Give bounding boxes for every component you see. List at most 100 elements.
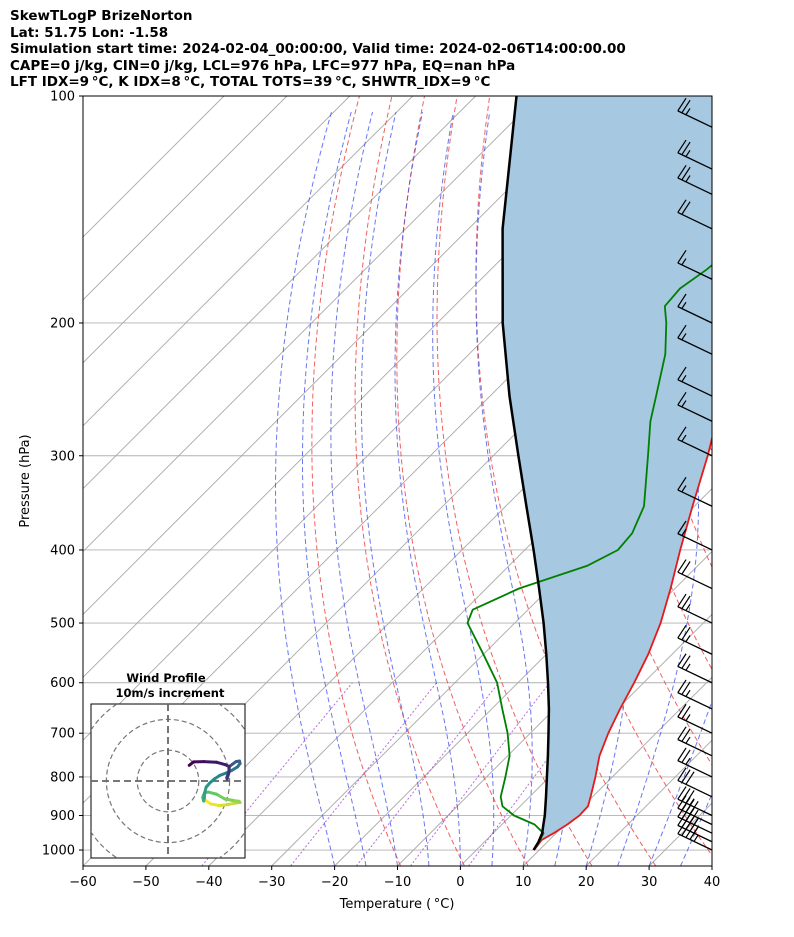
wind-barb-feather: [681, 201, 691, 215]
wind-barb-staff: [677, 177, 713, 195]
wind-barb-staff: [677, 738, 713, 757]
wind-barb-feather: [677, 653, 687, 667]
wind-barb-feather: [677, 139, 687, 154]
wind-barb-staff: [677, 606, 713, 624]
hodograph-title: Wind Profile: [126, 671, 206, 685]
moist-adiabat-line: [302, 111, 367, 866]
wind-barb-feather: [677, 679, 687, 693]
wind-barb-feather: [681, 99, 691, 114]
wind-barb-half-feather: [693, 834, 699, 842]
wind-barb: [677, 324, 713, 355]
wind-barb-feather: [677, 426, 687, 440]
isotherm-line: [397, 550, 712, 866]
wind-barb: [677, 679, 713, 710]
wind-barb: [677, 703, 713, 734]
wind-barb-staff: [677, 833, 713, 851]
profile-lines: [466, 96, 712, 851]
moist-adiabat-line: [680, 793, 712, 866]
hodograph-segment: [214, 760, 227, 767]
wind-barb-staff: [677, 760, 713, 778]
y-tick-label: 900: [50, 809, 75, 824]
wind-barb-feather: [681, 705, 691, 720]
hodograph-segment: [209, 802, 221, 808]
isotherm-line: [83, 96, 351, 364]
wind-barb-feather: [681, 166, 691, 181]
wind-barb-staff: [677, 816, 713, 834]
wind-barbs: [677, 97, 713, 851]
wind-barb-staff: [677, 807, 713, 826]
wind-barb-half-feather: [685, 663, 691, 671]
wind-barb-feather: [677, 391, 687, 406]
wind-barb-half-feather: [681, 528, 687, 536]
wind-barb-half-feather: [681, 400, 687, 408]
wind-barb-half-feather: [681, 301, 687, 309]
wind-barb-half-feather: [681, 434, 687, 442]
moist-adiabat-line: [330, 111, 398, 866]
wind-barb-half-feather: [685, 635, 691, 643]
x-tick-label: 30: [641, 875, 658, 890]
location-line: Lat: 51.75 Lon: -1.58: [10, 24, 169, 41]
wind-barb-half-feather: [685, 149, 691, 157]
wind-barb-staff: [677, 571, 713, 590]
wind-barb-feather: [677, 767, 687, 781]
wind-barb: [677, 476, 713, 507]
wind-barb-staff: [677, 779, 713, 798]
dry-adiabat-line: [783, 96, 794, 866]
moist-adiabat-line: [475, 111, 533, 866]
isotherm-line: [83, 96, 602, 616]
wind-barb-staff: [677, 306, 713, 324]
wind-barb-feather: [681, 728, 691, 742]
chart-header: SkewTLogP BrizeNorton Lat: 51.75 Lon: -1…: [10, 8, 626, 91]
wind-barb-staff: [677, 211, 713, 230]
wind-barb: [677, 653, 713, 684]
wind-barb-half-feather: [681, 375, 687, 382]
moist-adiabat-line: [275, 111, 336, 866]
chart-title: SkewTLogP BrizeNorton: [10, 8, 193, 24]
y-tick-label: 300: [50, 449, 75, 464]
wind-barb-feather: [677, 366, 687, 381]
wind-barb-staff: [677, 533, 713, 551]
wind-barb-half-feather: [685, 108, 691, 116]
x-axis-label: Temperature ( °C): [339, 897, 455, 912]
dry-adiabat-line: [718, 96, 794, 866]
wind-barb-staff: [677, 637, 713, 655]
mixing-ratio-line: [409, 682, 550, 866]
dry-adiabat-line: [750, 96, 794, 866]
wind-barb: [677, 593, 713, 624]
cape-line: CAPE=0 j/kg, CIN=0 j/kg, LCL=976 hPa, LF…: [10, 57, 516, 74]
wind-barb-half-feather: [693, 826, 699, 834]
wind-barb-feather: [681, 561, 691, 575]
x-tick-label: −10: [384, 875, 411, 890]
y-tick-label: 600: [50, 676, 75, 691]
wind-barb: [677, 426, 713, 457]
wind-barb-feather: [677, 164, 687, 179]
wind-barb-staff: [677, 379, 713, 397]
dry-adiabat-line: [396, 96, 529, 866]
wind-barb-half-feather: [685, 689, 691, 697]
wind-barb-staff: [677, 798, 713, 817]
wind-barb-feather: [681, 626, 691, 641]
wind-barb-feather: [677, 786, 687, 800]
index-line: LFT IDX=9 °C, K IDX=8 °C, TOTAL TOTS=39 …: [10, 74, 491, 91]
wind-barb-feather: [677, 624, 687, 639]
isotherm-line: [83, 96, 414, 427]
wind-barb-half-feather: [693, 817, 699, 825]
wind-barb-feather: [677, 199, 687, 213]
wind-barb-feather: [685, 790, 695, 804]
wind-barb-staff: [677, 489, 713, 507]
wind-barb-staff: [677, 404, 713, 422]
wind-barb-staff: [677, 716, 713, 734]
wind-barb: [677, 199, 713, 230]
isotherm-line: [711, 865, 712, 866]
cape-shading: [502, 96, 712, 850]
wind-barb-feather: [677, 559, 687, 573]
dry-adiabat-line: [549, 96, 712, 766]
wind-barb: [677, 767, 713, 798]
wind-barb-feather: [681, 595, 691, 609]
wind-barb: [677, 366, 713, 397]
hodograph-segment: [202, 760, 218, 764]
wind-barb-staff: [677, 665, 713, 684]
x-tick-label: 10: [515, 875, 532, 890]
wind-barb-half-feather: [685, 714, 691, 722]
wind-barb-feather: [677, 97, 687, 112]
